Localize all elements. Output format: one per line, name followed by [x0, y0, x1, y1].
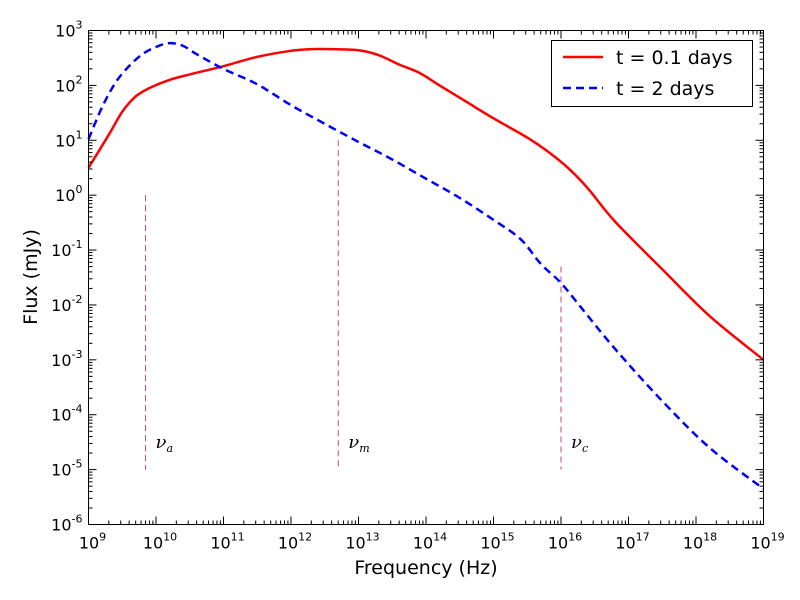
- x-tick-label: 1014: [413, 531, 447, 553]
- y-tick-label: 10-6: [51, 513, 82, 535]
- y-tick-label: 101: [55, 128, 82, 150]
- reference-lines: [145, 140, 562, 470]
- y-tick-labels: 10-6 10-5 10-4 10-3 10-2 10-1 100 101 102 103: [51, 19, 82, 535]
- annotation-nu-a: νa: [156, 432, 174, 455]
- y-tick-label: 10-1: [51, 238, 82, 260]
- x-tick-label: 1015: [480, 531, 514, 553]
- series-line-2: [87, 41, 765, 490]
- x-tick-label: 1010: [143, 531, 177, 553]
- x-tick-label: 1012: [278, 531, 312, 553]
- series-line-1: [87, 47, 765, 361]
- legend-label-series-1: t = 0.1 days: [616, 47, 733, 69]
- y-tick-label: 103: [55, 19, 82, 41]
- annotation-labels: νa νm νc: [156, 432, 589, 455]
- x-tick-label: 1018: [683, 531, 717, 553]
- y-tick-label: 10-3: [51, 348, 82, 370]
- x-axis-label: Frequency (Hz): [354, 557, 497, 579]
- legend-box: [551, 40, 753, 107]
- x-tick-label: 1016: [548, 531, 582, 553]
- x-tick-label: 1019: [750, 531, 784, 553]
- y-tick-label: 10-2: [51, 293, 82, 315]
- legend: t = 0.1 days t = 2 days: [551, 40, 753, 107]
- legend-label-series-2: t = 2 days: [616, 78, 714, 100]
- x-tick-label: 1011: [210, 531, 244, 553]
- plot-frame: [88, 30, 764, 525]
- series-lines: [87, 41, 765, 490]
- x-tick-label: 1013: [345, 531, 379, 553]
- annotation-nu-c: νc: [571, 432, 588, 455]
- y-tick-label: 10-5: [51, 458, 82, 480]
- minor-ticks: [88, 30, 764, 525]
- x-tick-label: 109: [79, 531, 106, 553]
- y-axis-label: Flux (mJy): [20, 229, 42, 325]
- y-tick-label: 102: [55, 73, 82, 95]
- y-tick-label: 10-4: [51, 403, 82, 425]
- annotation-nu-m: νm: [348, 432, 369, 455]
- x-tick-label: 1017: [615, 531, 649, 553]
- y-tick-label: 100: [55, 183, 82, 205]
- x-tick-labels: 109 1010 1011 1012 1013 1014 1015 1016 1017 1018 1…: [79, 531, 785, 553]
